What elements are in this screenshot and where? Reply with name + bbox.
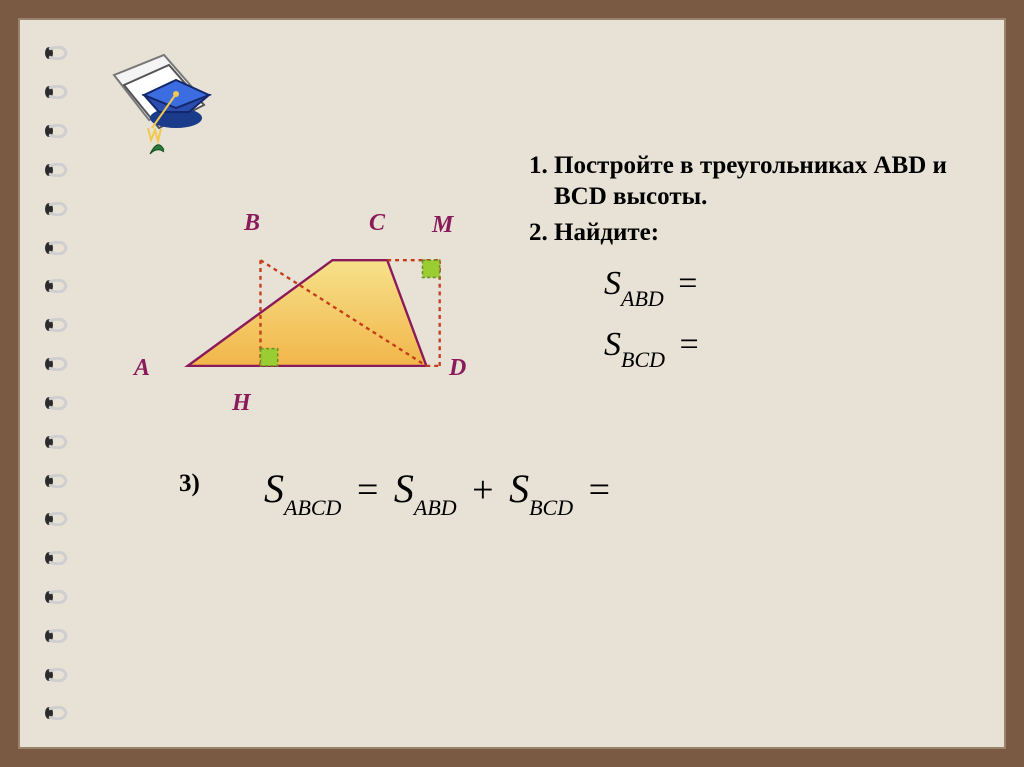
task-item-1: Постройте в треугольниках ABD и BCD высо… <box>554 150 974 213</box>
vertex-label-H: H <box>232 390 251 417</box>
vertex-label-D: D <box>449 355 466 382</box>
binding-ring-icon <box>42 241 68 255</box>
page-content: Постройте в треугольниках ABD и BCD высо… <box>74 20 1004 747</box>
formula-S-ABCD: SABCD = SABD + SBCD = <box>264 465 610 517</box>
vertex-label-A: A <box>134 355 150 382</box>
step3-label: 3) <box>179 470 200 498</box>
page-surface: Постройте в треугольниках ABD и BCD высо… <box>18 18 1006 749</box>
vertex-label-B: B <box>244 210 260 237</box>
binding-ring-icon <box>42 396 68 410</box>
spiral-binding <box>38 20 72 747</box>
binding-ring-icon <box>42 512 68 526</box>
binding-ring-icon <box>42 590 68 604</box>
binding-ring-icon <box>42 551 68 565</box>
binding-ring-icon <box>42 46 68 60</box>
eq: = <box>589 469 610 511</box>
binding-ring-icon <box>42 202 68 216</box>
binding-ring-icon <box>42 85 68 99</box>
sub-ABD: ABD <box>621 286 664 311</box>
sub-ABD: ABD <box>414 495 457 520</box>
binding-ring-icon <box>42 357 68 371</box>
binding-ring-icon <box>42 279 68 293</box>
plus: + <box>472 469 493 511</box>
sym-S: S <box>604 265 621 302</box>
graduation-cap-icon <box>104 50 234 170</box>
outer-frame: Постройте в треугольниках ABD и BCD высо… <box>0 0 1024 767</box>
sym-S: S <box>604 326 621 363</box>
binding-ring-icon <box>42 435 68 449</box>
eq: = <box>680 326 699 363</box>
binding-ring-icon <box>42 474 68 488</box>
binding-ring-icon <box>42 124 68 138</box>
formula-S-ABD: SABD = <box>604 265 699 308</box>
sym-S: S <box>264 466 284 511</box>
binding-ring-icon <box>42 668 68 682</box>
formulas-right: SABD = SBCD = <box>604 265 699 387</box>
formula-S-BCD: SBCD = <box>604 326 699 369</box>
task-list: Постройте в треугольниках ABD и BCD высо… <box>524 150 974 252</box>
task-item-2: Найдите: <box>554 217 974 248</box>
vertex-label-C: C <box>369 210 385 237</box>
binding-ring-icon <box>42 706 68 720</box>
sym-S: S <box>394 466 414 511</box>
sub-ABCD: ABCD <box>284 495 341 520</box>
vertex-label-M: M <box>432 212 453 239</box>
eq: = <box>357 469 378 511</box>
sub-BCD: BCD <box>529 495 573 520</box>
sym-S: S <box>509 466 529 511</box>
binding-ring-icon <box>42 318 68 332</box>
binding-ring-icon <box>42 163 68 177</box>
eq: = <box>678 265 697 302</box>
binding-ring-icon <box>42 629 68 643</box>
sub-BCD: BCD <box>621 347 665 372</box>
